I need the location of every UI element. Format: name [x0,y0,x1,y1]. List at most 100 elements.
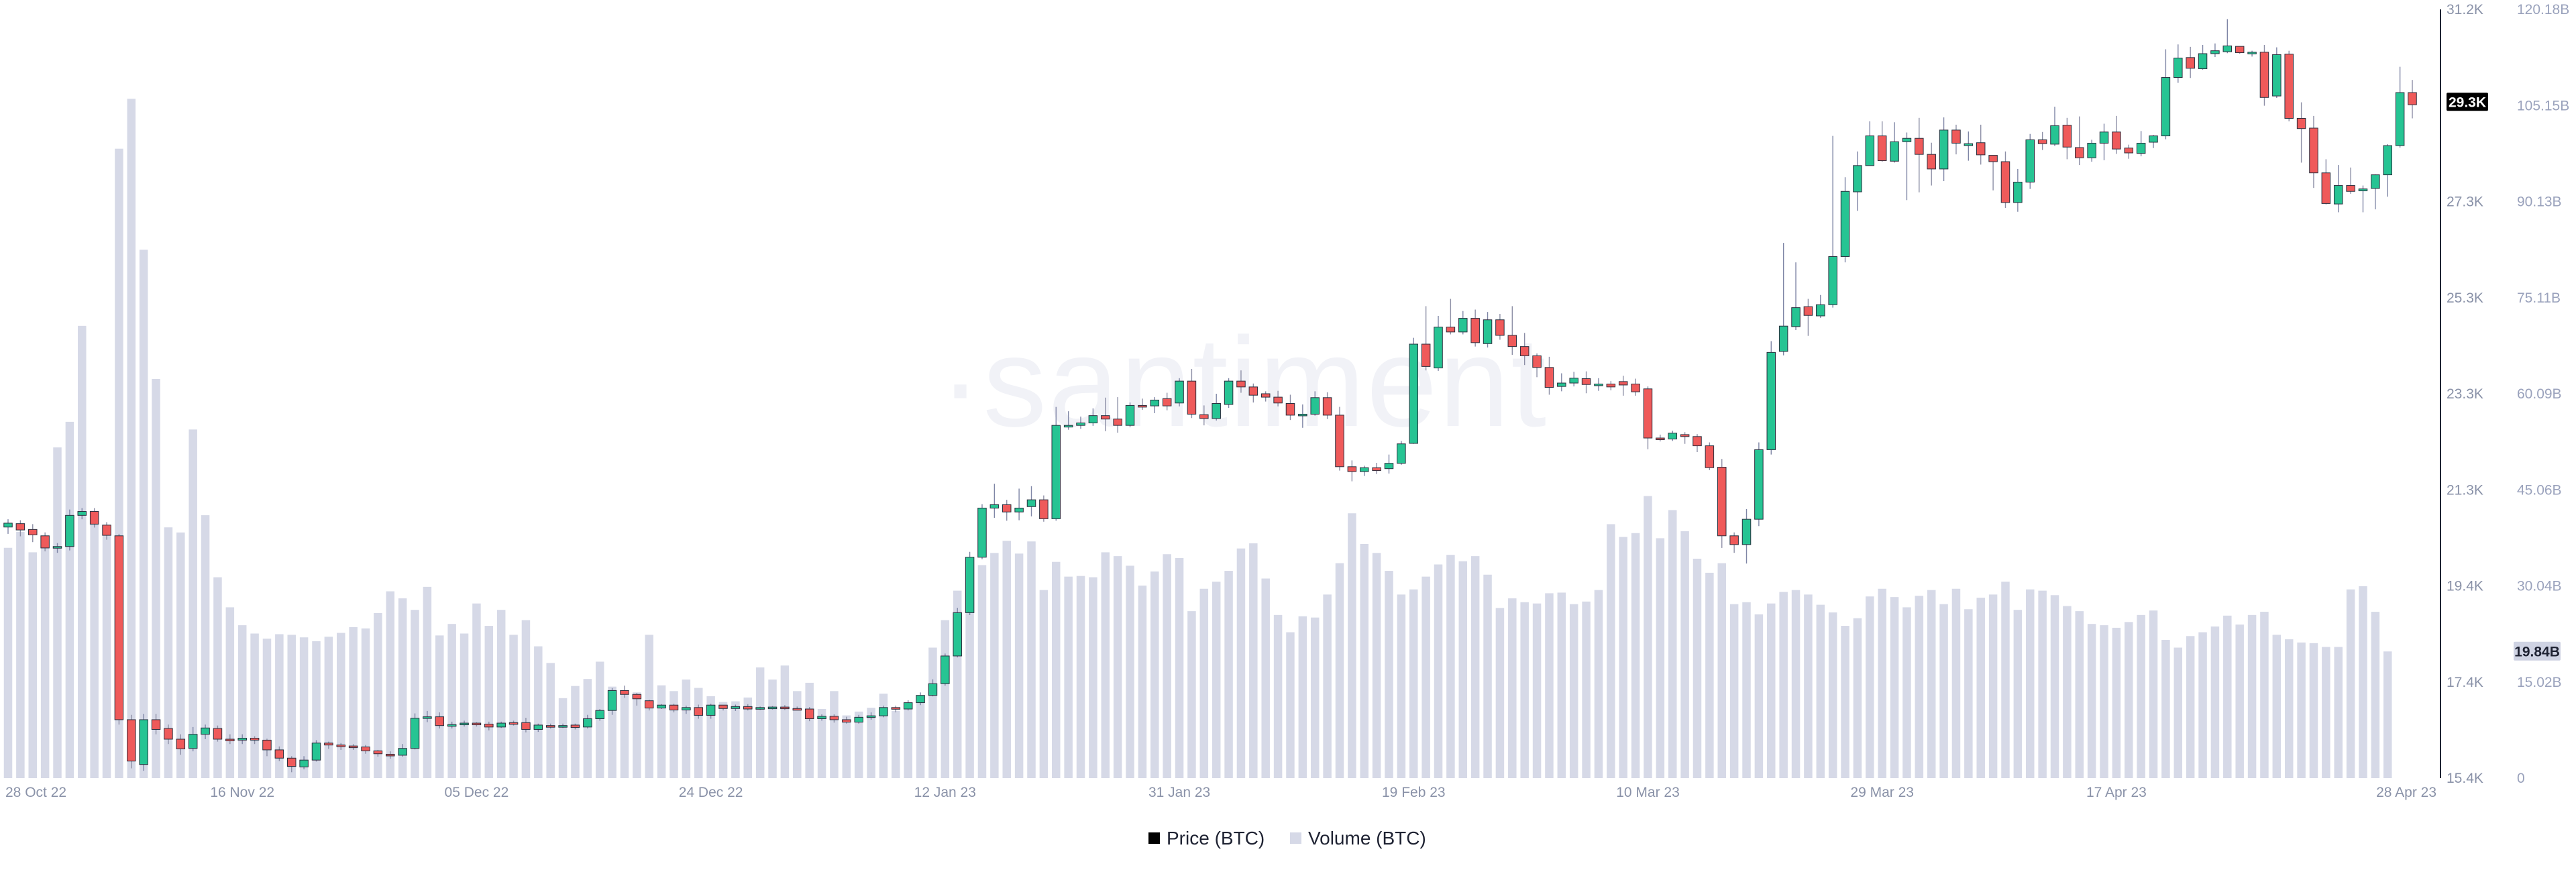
candle-body [1458,318,1468,333]
volume-bar [398,598,407,778]
candle-body [632,694,642,700]
candle-body [1976,142,1986,156]
price-candle [1778,243,1788,356]
x-tick-label: 28 Apr 23 [2376,785,2436,800]
price-candle [472,722,482,727]
candle-body [188,734,198,749]
volume-bar [521,620,531,778]
volume-bar [1273,614,1283,778]
price-candle [77,508,87,520]
candle-body [1915,138,1924,155]
x-tick-label: 05 Dec 22 [445,785,509,800]
candle-body [274,749,284,759]
volume-bar [1199,588,1209,778]
candle-body [164,728,173,740]
price-candle [1705,442,1715,470]
candle-body [2309,127,2318,174]
volume-bar [755,667,765,778]
price-candle [164,724,173,745]
volume-bar [152,378,160,778]
candle-body [2321,172,2331,204]
candle-body [398,748,407,756]
volume-tick-label: 120.18B [2517,2,2569,17]
volume-bar [201,515,210,778]
candle-body [1853,165,1862,193]
price-candle [2235,46,2245,54]
price-candle [1421,306,1431,371]
candle-body [1446,327,1456,333]
candle-body [1384,463,1394,470]
price-candle [1076,417,1085,429]
candle-body [1434,327,1443,369]
volume-bar [941,620,950,778]
volume-bar [2063,606,2072,778]
candle-body [1224,380,1234,405]
volume-bar [164,527,173,778]
volume-bar [1557,592,1566,778]
candle-body [2222,45,2233,52]
volume-bar [2013,610,2023,778]
volume-bar [1878,588,1886,778]
volume-bar [1126,565,1134,778]
candle-body [1285,403,1295,416]
volume-bar [189,429,197,778]
candle-body [1113,419,1122,426]
volume-bar [2100,625,2108,778]
legend-item-volume[interactable]: Volume (BTC) [1290,828,1426,849]
volume-bar [2322,647,2330,778]
candle-body [545,725,555,728]
candle-body [102,525,111,536]
volume-bar [2050,595,2059,778]
candle-body [2124,148,2134,154]
price-candle [1372,462,1381,474]
candle-body [1902,138,1912,142]
candle-body [2371,174,2380,189]
volume-bar [2383,651,2392,778]
candle-body [1335,415,1344,468]
volume-bar [1089,577,1097,778]
price-candle [1668,431,1677,441]
candle-body [77,511,87,516]
price-candle [2174,44,2183,83]
price-candle [558,723,568,728]
price-candle [891,705,901,713]
price-candle [3,519,13,534]
candle-body [1754,449,1764,520]
volume-bar [1828,612,1837,778]
candle-body [1298,413,1307,417]
price-candle [1187,369,1197,419]
price-candle [1853,151,1862,211]
volume-bar [1434,564,1443,778]
volume-bar [1582,601,1591,778]
candle-body [1890,141,1899,162]
candle-body [669,704,679,710]
volume-bar [1656,538,1665,778]
candle-body [1519,346,1529,356]
volume-bar [1483,574,1492,778]
candle-body [447,724,457,727]
candle-body [1507,335,1517,347]
candle-body [361,747,370,751]
volume-bar [1532,603,1542,778]
candle-body [1705,445,1715,468]
legend-item-price[interactable]: Price (BTC) [1148,828,1265,849]
price-candle [804,707,814,722]
candle-body [1569,378,1578,384]
volume-bar [1964,609,1973,778]
price-candle [2346,167,2355,194]
price-candle [496,721,506,728]
last-volume-badge: 19.84B [2514,641,2561,661]
volume-bar [1027,541,1036,778]
volume-tick-label: 75.11B [2517,290,2561,306]
candle-body [1606,383,1616,388]
price-candle [2358,185,2368,213]
candle-body [286,757,297,767]
volume-bar [1520,602,1529,778]
volume-bar [1607,524,1615,778]
candle-body [1125,404,1135,426]
price-candle [1483,312,1493,348]
price-candle [1569,372,1578,387]
price-candle [1063,411,1073,430]
volume-bar [1175,557,1184,778]
volume-bar [1866,596,1874,778]
